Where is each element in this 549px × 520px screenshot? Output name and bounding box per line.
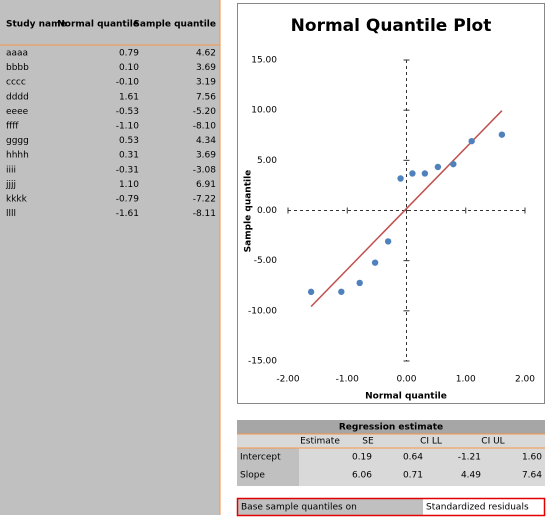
column-header: Study name: [6, 20, 67, 30]
table-cell: 7.56: [196, 92, 216, 102]
regression-header: [237, 420, 545, 434]
y-tick-label: 5.00: [257, 156, 277, 166]
regression-cell: 1.60: [522, 453, 542, 463]
table-cell: 4.34: [196, 136, 216, 146]
regression-cell: 4.49: [461, 471, 481, 481]
regression-column: SE: [362, 437, 374, 447]
table-cell: -1.61: [116, 209, 139, 219]
study-name: hhhh: [6, 151, 29, 161]
table-cell: -8.11: [193, 209, 216, 219]
study-name: eeee: [6, 107, 29, 117]
point: [434, 163, 442, 171]
y-tick-label: 0.00: [257, 206, 277, 216]
point: [450, 160, 457, 168]
table-cell: 3.69: [196, 151, 216, 161]
regression-cell: 6.06: [352, 471, 372, 481]
table-cell: 6.91: [196, 180, 216, 190]
point: [421, 170, 429, 177]
table-cell: 0.79: [119, 49, 139, 59]
study-name: cccc: [6, 78, 26, 88]
study-name: llll: [6, 209, 16, 219]
table-cell: 0.10: [119, 63, 139, 73]
study-name: bbbb: [6, 63, 29, 73]
regression-cell: 0.71: [403, 471, 423, 481]
point: [397, 175, 404, 182]
study-name: ffff: [6, 122, 19, 132]
table-cell: -7.22: [193, 195, 216, 205]
table-cell: -0.79: [116, 195, 140, 205]
footer-value[interactable]: Standardized residuals: [426, 503, 529, 513]
table-cell: -3.08: [193, 165, 217, 175]
point: [468, 137, 475, 145]
table-cell: 3.19: [196, 78, 216, 88]
study-name: dddd: [6, 92, 29, 102]
y-tick-label: -10.00: [248, 306, 277, 316]
chart-frame: [237, 3, 545, 404]
x-tick-label: 2.00: [515, 375, 535, 385]
regression-column: CI UL: [481, 437, 504, 447]
regression-row-label: Intercept: [240, 453, 281, 463]
y-tick-label: 15.00: [251, 56, 277, 66]
y-tick-label: -15.00: [248, 357, 277, 367]
regression-column: CI LL: [420, 437, 442, 447]
table-cell: -0.53: [116, 107, 139, 117]
point: [409, 170, 416, 177]
y-tick-label: -5.00: [254, 256, 278, 266]
point: [338, 288, 345, 295]
regression-row-label: Slope: [240, 471, 265, 481]
study-name: aaaa: [6, 49, 28, 59]
table-cell: 1.61: [119, 92, 139, 102]
regression-title: Regression estimate: [339, 423, 443, 433]
regression-cell: 7.64: [522, 471, 542, 481]
point: [356, 279, 363, 287]
y-axis-label: Sample quantile: [244, 170, 254, 253]
data-panel: [0, 0, 220, 515]
point: [498, 131, 506, 138]
footer-box[interactable]: [236, 497, 546, 517]
study-name: kkkk: [6, 195, 28, 205]
study-name: iiii: [6, 165, 16, 175]
table-cell: 0.31: [119, 151, 139, 161]
point: [371, 259, 379, 266]
regression-cell: 0.64: [403, 453, 423, 463]
table-cell: -5.20: [193, 107, 217, 117]
y-tick-label: 10.00: [251, 106, 277, 116]
regression-cell: 0.19: [352, 453, 372, 463]
table-cell: -1.10: [116, 122, 140, 132]
footer-label-cell: [237, 498, 423, 515]
x-axis-label: Normal quantile: [365, 392, 447, 402]
x-tick-label: -1.00: [336, 375, 360, 385]
point: [384, 238, 392, 245]
study-name: gggg: [6, 136, 29, 146]
table-cell: 1.10: [119, 180, 139, 190]
table-cell: -0.10: [116, 78, 140, 88]
regression-cell: -1.21: [458, 453, 481, 463]
column-header: Normal quantile: [57, 20, 139, 30]
study-name: jjjj: [5, 180, 16, 190]
table-cell: -8.10: [193, 122, 217, 132]
x-tick-label: 0.00: [396, 375, 416, 385]
regression-row-labels: [237, 448, 299, 486]
x-tick-label: 1.00: [456, 375, 476, 385]
chart-title: Normal Quantile Plot: [291, 16, 492, 36]
table-cell: 0.53: [119, 136, 139, 146]
x-tick-label: -2.00: [276, 375, 300, 385]
table-cell: -0.31: [116, 165, 139, 175]
regression-column: Estimate: [300, 437, 340, 447]
footer-label: Base sample quantiles on: [241, 503, 357, 513]
table-cell: 3.69: [196, 63, 216, 73]
point: [307, 288, 315, 296]
column-header: Sample quantile: [133, 20, 216, 30]
table-cell: 4.62: [196, 49, 216, 59]
